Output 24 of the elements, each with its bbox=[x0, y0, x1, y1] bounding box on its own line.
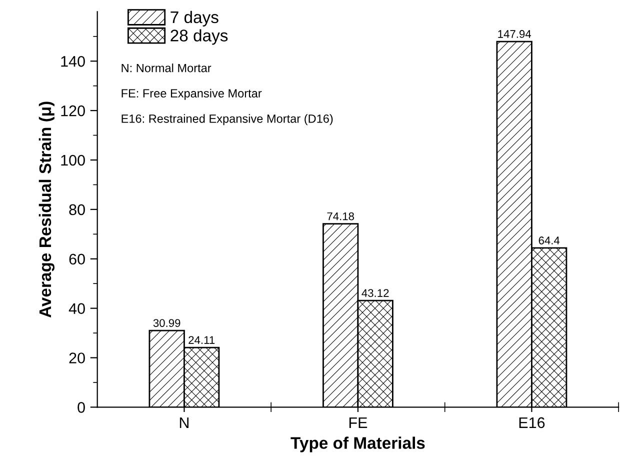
x-tick-label: N bbox=[180, 417, 188, 428]
legend-label: 28 days bbox=[170, 29, 228, 45]
data-label: 64.4 bbox=[538, 236, 560, 244]
y-tick-label: 100 bbox=[61, 154, 85, 166]
legend-label: 7 days bbox=[170, 10, 218, 26]
x-axis-title: Type of Materials bbox=[290, 436, 425, 452]
annotation: FE: Free Expansive Mortar bbox=[122, 88, 262, 100]
x-tick-label: FE bbox=[349, 417, 368, 428]
annotation: N: Normal Mortar bbox=[122, 64, 212, 72]
y-tick-label: 40 bbox=[68, 303, 85, 314]
y-axis-title: Average Residual Strain (μ) bbox=[38, 102, 54, 318]
annotation: E16: Restrained Expansive Mortar (D16) bbox=[122, 114, 333, 126]
y-tick-label: 0 bbox=[78, 402, 85, 413]
y-tick-label: 60 bbox=[69, 254, 85, 265]
data-label: 24.11 bbox=[188, 336, 215, 344]
y-tick-label: 20 bbox=[69, 352, 85, 364]
data-label: 43.12 bbox=[362, 289, 389, 297]
y-tick-label: 140 bbox=[61, 56, 85, 67]
data-label: 147.94 bbox=[498, 30, 531, 38]
y-tick-label: 80 bbox=[69, 204, 85, 216]
data-label: 74.18 bbox=[327, 212, 354, 220]
x-tick-label: E16 bbox=[519, 417, 545, 428]
y-tick-label: 120 bbox=[61, 105, 85, 116]
data-label: 30.99 bbox=[153, 319, 180, 327]
